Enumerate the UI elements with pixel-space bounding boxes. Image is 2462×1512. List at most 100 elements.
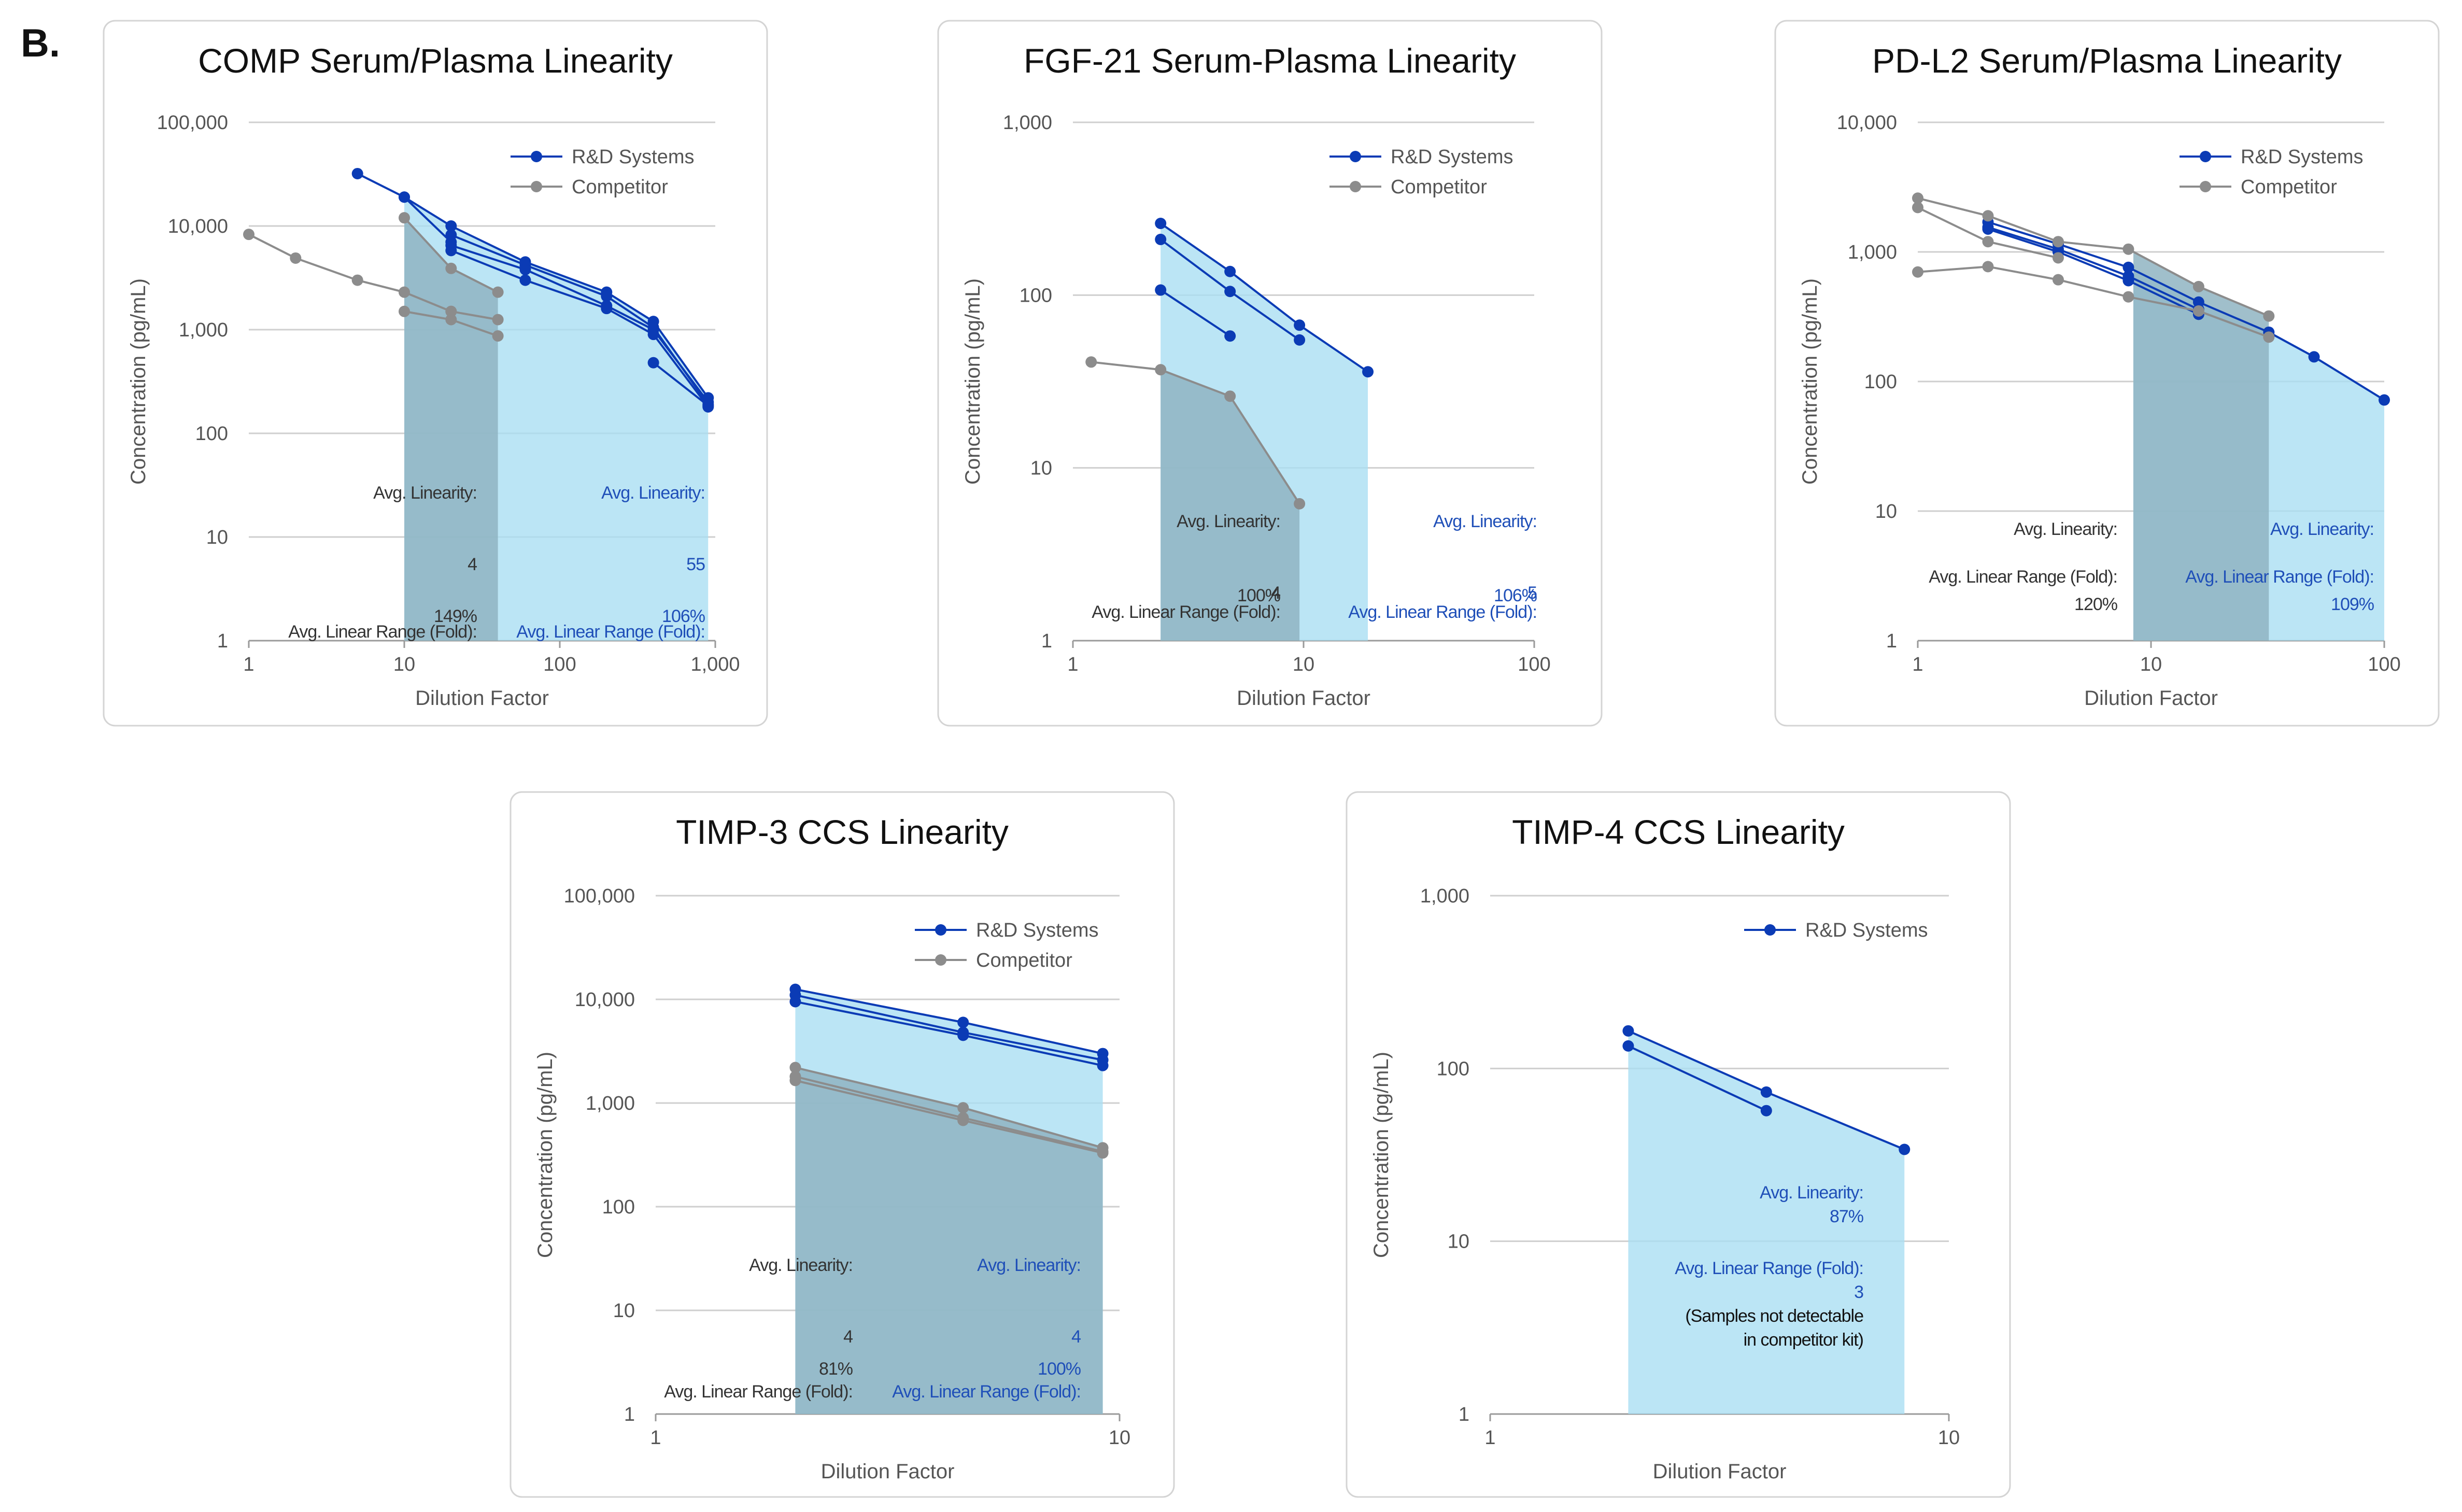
y-axis-label: Concentration (pg/mL) [961,278,984,485]
rd-annotation-line: Avg. Linearity: [1433,512,1537,531]
competitor-data-point [1912,266,1923,278]
chart-5: TIMP-4 CCS Linearity 1 10 100 1,000 1 10 Diluti… [1346,791,2011,1498]
legend-marker-competitor [2200,181,2211,192]
y-tick-label: 1,000 [1420,885,1469,907]
rd-annotation-line: in competitor kit) [1744,1330,1863,1350]
chart-2: FGF-21 Serum-Plasma Linearity 1 10 100 1,000… [937,20,1603,727]
x-tick-label: 1 [1067,654,1078,675]
rd-annotation-line: Avg. Linear Range (Fold): [2185,567,2374,587]
rd-data-point [1622,1025,1634,1037]
rd-annotation-line: Avg. Linearity: [601,483,705,503]
panel-label: B. [21,21,60,65]
competitor-annotation-line: 100% [1237,586,1281,605]
competitor-annotation-line: 120% [2074,595,2118,614]
y-tick-label: 1 [624,1404,635,1425]
legend-label-rd: R&D Systems [976,920,1098,941]
rd-data-point [957,1029,969,1041]
competitor-data-point [957,1114,969,1126]
rd-annotation-line: 5 [1527,583,1537,603]
competitor-data-point [957,1102,969,1114]
competitor-data-point [445,314,457,326]
competitor-data-point [351,274,363,286]
competitor-data-point [290,252,302,264]
y-axis-label: Concentration (pg/mL) [1799,278,1821,485]
rd-annotation-line: Avg. Linearity: [2270,519,2374,539]
rd-data-point [445,220,457,232]
competitor-data-point [1982,261,1994,273]
x-tick-label: 10 [393,654,415,675]
y-tick-label: 1,000 [179,319,228,341]
x-axis-label: Dilution Factor [821,1460,955,1483]
competitor-data-point [1912,192,1923,204]
competitor-data-point [789,1062,801,1073]
rd-annotation-line: 3 [1854,1282,1863,1302]
competitor-data-point [399,286,410,298]
rd-data-point [1155,218,1167,230]
y-tick-label: 100,000 [157,112,228,134]
rd-annotation-line: Avg. Linearity: [977,1255,1081,1275]
y-tick-label: 100 [1020,285,1052,306]
x-tick-label: 10 [1938,1427,1960,1449]
legend-label-competitor: Competitor [976,950,1072,971]
y-tick-label: 1,000 [1848,242,1897,263]
competitor-data-point [2263,310,2275,322]
legend-label-competitor: Competitor [572,176,668,198]
legend-marker-rd [935,924,946,936]
rd-data-point [1760,1086,1772,1098]
legend-marker-competitor [935,954,946,966]
rd-series-line [1160,222,1369,373]
rd-annotation-line: (Samples not detectable [1685,1306,1863,1326]
rd-data-point [445,245,457,257]
competitor-data-point [399,212,410,224]
competitor-data-point [1155,364,1167,376]
chart-title: TIMP-3 CCS Linearity [676,813,1009,851]
rd-data-point [957,1016,969,1028]
rd-series-line [403,196,452,243]
y-tick-label: 1,000 [586,1093,635,1114]
y-tick-label: 1,000 [1003,112,1052,134]
competitor-data-point [789,1075,801,1086]
x-tick-label: 10 [1293,654,1314,675]
competitor-data-point [1982,236,1994,248]
rd-linear-range-area [1628,1030,1905,1414]
rd-data-point [519,264,531,276]
competitor-data-point [2052,252,2064,264]
rd-data-point [2123,275,2134,287]
x-tick-label: 100 [1518,654,1550,675]
y-tick-label: 10,000 [1837,112,1897,134]
competitor-annotation-line: 4 [1271,583,1280,603]
rd-annotation-line: Avg. Linear Range (Fold): [516,622,705,642]
rd-data-point [1294,319,1306,331]
y-tick-label: 10 [1030,458,1052,479]
rd-data-point [789,996,801,1008]
rd-data-point [601,290,613,302]
y-tick-label: 1 [217,630,228,652]
competitor-series-line [450,310,498,321]
x-tick-label: 1 [243,654,254,675]
rd-data-point [2308,351,2320,363]
rd-data-point [1097,1059,1109,1071]
x-tick-label: 1 [1912,654,1923,675]
competitor-annotation-line: Avg. Linear Range (Fold): [1092,602,1280,622]
rd-data-point [1899,1143,1911,1155]
x-tick-label: 1,000 [690,654,740,675]
legend-marker-rd [2200,151,2211,162]
y-axis-label: Concentration (pg/mL) [534,1052,557,1258]
legend-marker-competitor [531,181,542,192]
competitor-data-point [243,229,254,241]
rd-data-point [1224,286,1236,298]
y-tick-label: 100 [602,1196,635,1218]
legend-marker-rd [1350,151,1361,162]
competitor-annotation-line: 149% [434,606,477,626]
rd-data-point [1760,1105,1772,1117]
chart-4: TIMP-3 CCS Linearity 1 10 100 1,000 10,000 100… [510,791,1175,1498]
rd-data-point [399,191,410,203]
competitor-linear-range-area [795,1067,1103,1414]
chart-title: FGF-21 Serum-Plasma Linearity [1024,41,1516,80]
legend-label-competitor: Competitor [2241,176,2337,198]
y-tick-label: 100,000 [564,885,635,907]
competitor-data-point [1097,1147,1109,1159]
rd-data-point [445,236,457,248]
chart-3: PD-L2 Serum/Plasma Linearity 1 10 100 1,000 1… [1774,20,2440,727]
y-axis-label: Concentration (pg/mL) [127,278,150,485]
